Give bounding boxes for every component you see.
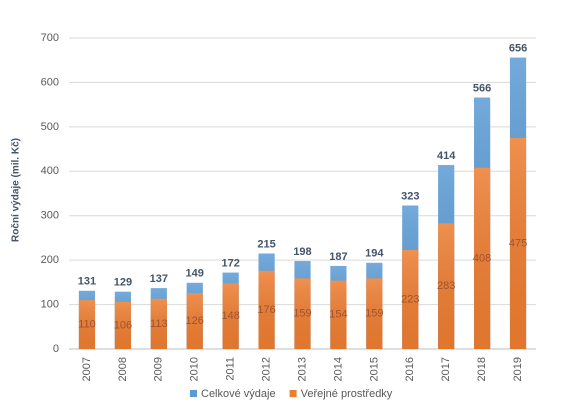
data-label: 106 — [114, 319, 132, 331]
bar-shade — [222, 283, 239, 349]
bar-shade — [114, 301, 131, 349]
legend-swatch — [190, 390, 197, 397]
x-tick-label: 2013 — [296, 357, 308, 381]
x-tick-label: 2019 — [512, 357, 524, 381]
bar-shade — [402, 249, 419, 349]
data-label: 408 — [473, 252, 491, 264]
x-tick-label: 2014 — [332, 357, 344, 381]
bar-shade — [330, 280, 347, 349]
bar-shade — [366, 278, 383, 349]
legend-label: Veřejné prostředky — [301, 388, 393, 400]
x-tick-label: 2008 — [117, 357, 129, 381]
x-tick-label: 2016 — [404, 357, 416, 381]
data-label: 475 — [509, 237, 527, 249]
y-tick-label: 500 — [41, 121, 59, 133]
data-label: 113 — [150, 318, 168, 330]
data-label: 137 — [150, 273, 168, 285]
x-tick-label: 2012 — [260, 357, 272, 381]
y-axis-label: Roční výdaje (mil. Kč) — [11, 138, 22, 242]
y-tick-label: 0 — [53, 343, 59, 355]
x-tick-label: 2018 — [476, 357, 488, 381]
y-tick-label: 600 — [41, 76, 59, 88]
data-label: 566 — [473, 82, 491, 94]
data-label: 131 — [78, 276, 96, 288]
data-label: 172 — [221, 257, 239, 269]
bar-shade — [474, 167, 491, 349]
data-label: 148 — [221, 310, 239, 322]
y-tick-label: 200 — [41, 254, 59, 266]
x-tick-label: 2010 — [189, 357, 201, 381]
data-label: 159 — [293, 308, 311, 320]
x-tick-label: 2009 — [153, 357, 165, 381]
x-tick-label: 2017 — [440, 357, 452, 381]
bar-shade — [294, 278, 311, 349]
y-tick-label: 300 — [41, 210, 59, 222]
bar-shade — [438, 223, 455, 349]
data-label: 198 — [293, 246, 311, 258]
data-label: 110 — [78, 318, 96, 330]
y-tick-label: 400 — [41, 165, 59, 177]
bar-shade — [150, 298, 167, 349]
legend-swatch — [289, 390, 297, 397]
bar-shade — [78, 300, 96, 349]
data-label: 126 — [186, 315, 204, 327]
y-tick-label: 700 — [41, 32, 59, 44]
bar-shade — [509, 137, 527, 349]
data-label: 149 — [186, 268, 204, 280]
data-label: 414 — [437, 150, 456, 162]
data-label: 215 — [257, 238, 275, 250]
x-tick-label: 2011 — [225, 357, 237, 381]
data-label: 656 — [509, 42, 527, 54]
y-tick-label: 100 — [41, 298, 59, 310]
data-label: 187 — [329, 251, 347, 263]
x-tick-label: 2007 — [81, 357, 93, 381]
x-tick-label: 2015 — [368, 357, 380, 381]
bar-shade — [258, 270, 275, 349]
data-label: 283 — [437, 280, 455, 292]
bar-shade — [186, 293, 203, 349]
data-label: 194 — [365, 248, 384, 260]
data-label: 176 — [257, 304, 275, 316]
data-label: 223 — [401, 293, 419, 305]
data-label: 159 — [365, 308, 383, 320]
legend-label: Celkové výdaje — [201, 388, 276, 400]
data-label: 323 — [401, 190, 419, 202]
data-label: 154 — [329, 309, 347, 321]
data-label: 129 — [114, 277, 132, 289]
